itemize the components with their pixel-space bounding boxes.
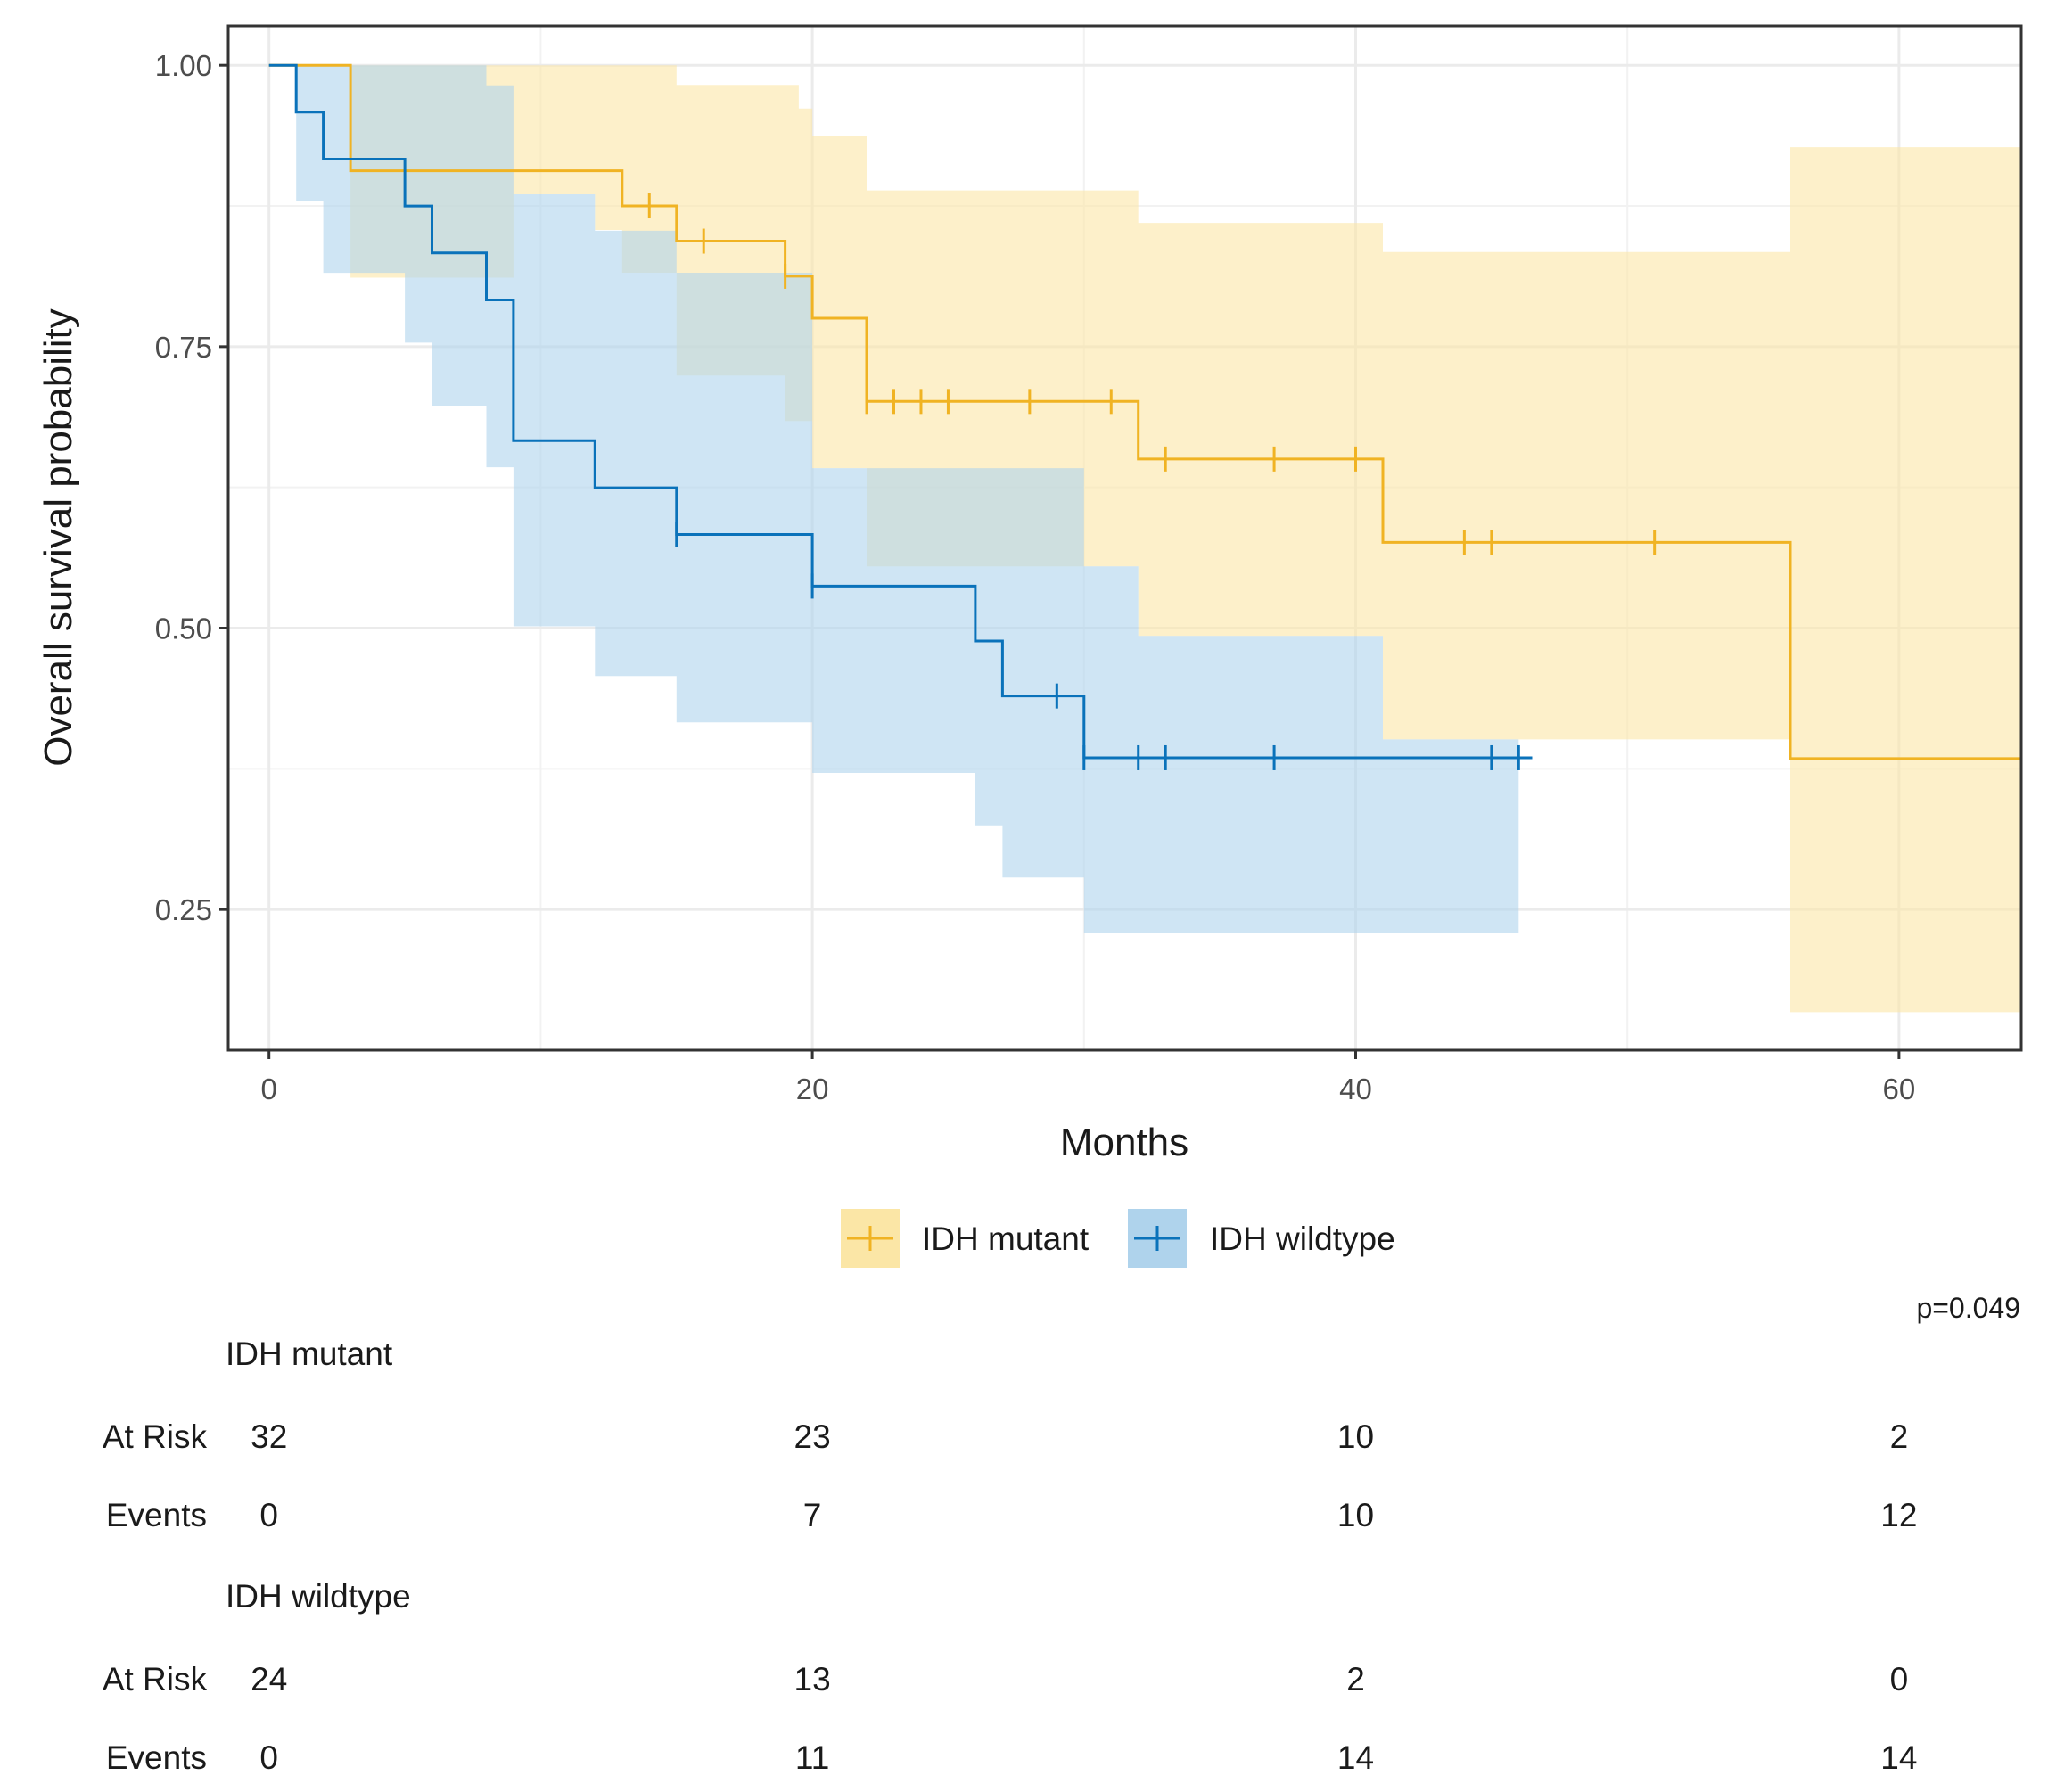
survival-curve — [268, 63, 2021, 760]
events-value: 14 — [1880, 1739, 1917, 1776]
x-tick-label: 60 — [1883, 1073, 1916, 1106]
events-value: 7 — [803, 1497, 822, 1533]
survival-curves — [268, 63, 2021, 770]
at-risk-value: 0 — [1890, 1661, 1909, 1697]
at-risk-value: 13 — [794, 1661, 831, 1697]
y-axis-title: Overall survival probability — [37, 308, 80, 767]
at-risk-value: 23 — [794, 1418, 831, 1455]
events-value: 14 — [1337, 1739, 1374, 1776]
risk-table-row-label: At Risk — [103, 1418, 208, 1455]
p-value: p=0.049 — [1916, 1292, 2020, 1324]
x-tick-label: 40 — [1339, 1073, 1372, 1106]
plot-area — [226, 24, 2023, 1052]
confidence-bands — [268, 65, 2022, 1013]
events-value: 12 — [1880, 1497, 1917, 1533]
x-tick-label: 0 — [261, 1073, 277, 1106]
confidence-band — [268, 65, 1519, 933]
risk-table-row-label: Events — [106, 1497, 207, 1533]
x-tick-label: 20 — [796, 1073, 829, 1106]
survival-curve — [268, 63, 1533, 760]
y-tick-label: 1.00 — [155, 49, 212, 82]
y-tick-label: 0.75 — [155, 331, 212, 364]
legend-label-idh-mutant: IDH mutant — [922, 1221, 1090, 1257]
events-value: 0 — [259, 1497, 278, 1533]
events-value: 11 — [795, 1739, 829, 1776]
events-value: 10 — [1337, 1497, 1374, 1533]
risk-table: IDH mutant At Risk Events IDH wildtype A… — [103, 1336, 1918, 1776]
y-tick-label: 0.50 — [155, 612, 212, 645]
risk-table-row-label: At Risk — [103, 1661, 208, 1697]
y-tick-label: 0.25 — [155, 893, 212, 926]
at-risk-value: 10 — [1337, 1418, 1374, 1455]
axes: 0 20 40 60 0.25 0.50 0.75 1.00 — [155, 49, 1915, 1106]
events-value: 0 — [259, 1739, 278, 1776]
risk-table-values: 32 0 23 7 10 10 2 12 24 0 13 11 2 14 0 14 — [251, 1418, 1917, 1776]
at-risk-value: 32 — [251, 1418, 287, 1455]
legend: IDH mutant IDH wildtype — [841, 1209, 1395, 1268]
at-risk-value: 2 — [1346, 1661, 1365, 1697]
risk-table-group-title: IDH mutant — [226, 1336, 393, 1372]
plot-border — [226, 24, 2023, 1052]
x-axis-title: Months — [1060, 1121, 1188, 1164]
at-risk-value: 2 — [1890, 1418, 1909, 1455]
at-risk-value: 24 — [251, 1661, 287, 1697]
legend-label-idh-wildtype: IDH wildtype — [1210, 1221, 1395, 1257]
risk-table-row-label: Events — [106, 1739, 207, 1776]
risk-table-group-title: IDH wildtype — [226, 1578, 411, 1615]
